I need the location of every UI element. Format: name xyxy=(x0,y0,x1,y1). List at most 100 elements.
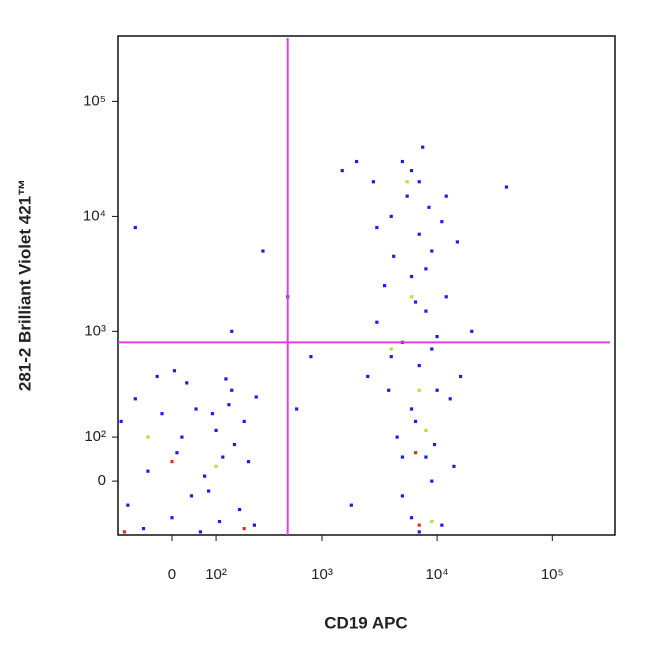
y-tick-label: 10⁴ xyxy=(83,207,106,224)
data-point xyxy=(389,355,393,359)
data-point xyxy=(424,455,428,459)
data-point xyxy=(400,159,405,164)
data-point xyxy=(227,403,231,407)
data-point xyxy=(405,180,409,184)
data-point xyxy=(230,329,234,333)
data-point xyxy=(417,388,421,392)
data-point xyxy=(435,334,439,339)
data-point xyxy=(119,419,123,424)
data-point xyxy=(203,474,207,478)
data-point xyxy=(242,526,246,531)
data-point xyxy=(432,442,437,447)
x-axis-title: CD19 APC xyxy=(324,613,407,632)
data-point xyxy=(392,254,396,258)
data-point xyxy=(217,519,222,524)
data-point xyxy=(389,347,393,351)
y-tick-label: 10³ xyxy=(84,322,106,339)
y-tick-label: 10² xyxy=(84,428,106,445)
data-point xyxy=(170,516,174,520)
data-point xyxy=(444,194,448,198)
data-point xyxy=(232,442,237,447)
y-tick-label: 0 xyxy=(98,472,106,489)
plot-frame xyxy=(117,35,616,536)
data-point xyxy=(133,397,137,401)
data-point xyxy=(146,469,150,473)
data-point xyxy=(427,205,431,209)
data-point xyxy=(424,267,428,271)
data-point xyxy=(417,363,421,368)
data-point xyxy=(417,530,421,534)
data-point xyxy=(172,369,177,373)
y-tick-label: 10⁵ xyxy=(83,92,106,109)
x-tick-label: 10³ xyxy=(311,566,333,583)
data-point xyxy=(409,407,414,411)
data-point xyxy=(459,374,463,379)
data-point xyxy=(452,464,456,468)
data-point xyxy=(309,355,313,359)
data-point xyxy=(349,503,353,507)
data-point xyxy=(214,428,218,432)
data-point xyxy=(230,388,234,392)
data-point xyxy=(430,249,434,253)
data-point xyxy=(409,295,414,299)
data-point xyxy=(417,180,421,184)
data-point xyxy=(141,526,146,531)
data-point xyxy=(207,489,211,493)
data-point xyxy=(417,523,421,527)
data-point xyxy=(409,274,414,279)
data-point xyxy=(413,451,418,455)
data-point xyxy=(160,412,164,416)
data-point xyxy=(421,145,425,149)
data-point xyxy=(389,214,393,219)
data-point xyxy=(440,220,444,224)
data-point xyxy=(400,455,405,459)
data-point xyxy=(424,428,428,432)
data-point xyxy=(395,435,399,439)
data-point xyxy=(440,523,444,527)
data-point xyxy=(155,374,159,379)
data-point xyxy=(254,395,258,399)
data-point xyxy=(194,407,198,411)
data-point xyxy=(409,169,414,173)
data-point xyxy=(470,329,474,333)
data-point xyxy=(387,388,391,392)
data-point xyxy=(430,347,434,351)
data-point xyxy=(189,494,194,498)
data-point xyxy=(455,240,459,244)
data-point xyxy=(448,397,452,401)
data-point xyxy=(224,377,228,381)
data-point xyxy=(354,159,359,164)
data-point xyxy=(366,374,370,379)
x-tick-label: 10⁴ xyxy=(426,566,449,583)
data-point xyxy=(237,507,242,512)
x-tick-label: 10² xyxy=(205,566,227,583)
data-point xyxy=(382,284,387,288)
data-point xyxy=(170,460,174,464)
data-point xyxy=(133,225,137,230)
data-point xyxy=(430,479,434,483)
data-point xyxy=(400,494,405,498)
data-point xyxy=(210,412,215,416)
data-point xyxy=(375,320,379,324)
data-point xyxy=(198,530,203,534)
data-point xyxy=(405,194,409,198)
data-point xyxy=(214,464,218,468)
data-point xyxy=(435,388,439,392)
data-point xyxy=(122,530,127,534)
data-point xyxy=(340,169,344,173)
x-tick-label: 10⁵ xyxy=(541,566,564,583)
data-point xyxy=(261,249,265,253)
x-tick-label: 0 xyxy=(168,566,176,583)
data-point xyxy=(371,180,376,184)
data-point xyxy=(246,460,251,464)
data-point xyxy=(413,419,418,424)
data-point xyxy=(430,519,434,524)
data-point xyxy=(180,435,184,439)
data-point xyxy=(146,435,150,439)
data-point xyxy=(409,516,414,520)
data-point xyxy=(175,451,179,455)
data-point xyxy=(444,295,448,299)
y-axis-title: 281-2 Brilliant Violet 421™ xyxy=(15,179,34,391)
data-point xyxy=(375,225,379,230)
